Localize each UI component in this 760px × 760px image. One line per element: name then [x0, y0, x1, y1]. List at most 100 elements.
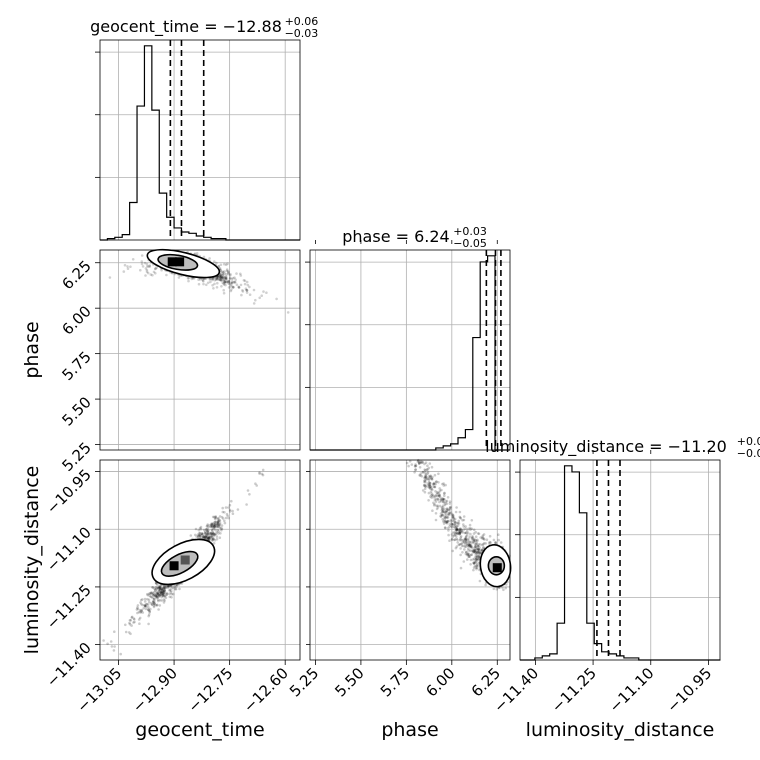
scatter-point-geocent-phase [148, 264, 151, 267]
scatter-point-phase-distance [424, 485, 427, 489]
scatter-point-geocent-distance [130, 624, 133, 627]
scatter-point-geocent-distance [218, 526, 222, 529]
scatter-point-geocent-distance [207, 529, 210, 532]
scatter-point-phase-distance [450, 522, 454, 526]
scatter-point-geocent-phase [230, 277, 233, 281]
scatter-point-geocent-distance [158, 584, 161, 588]
scatter-point-geocent-distance [128, 622, 132, 626]
scatter-point-phase-distance [427, 499, 430, 502]
scatter-point-geocent-phase [202, 255, 206, 259]
scatter-point-phase-distance [480, 549, 483, 553]
scatter-point-phase-distance [475, 554, 479, 558]
density-block-0-0 [167, 257, 177, 267]
scatter-point-geocent-distance [195, 535, 198, 538]
scatter-point-phase-distance [479, 551, 482, 555]
title-minus-phase: −0.05 [453, 237, 487, 250]
scatter-point-geocent-phase [197, 282, 201, 286]
scatter-point-phase-distance [424, 461, 428, 465]
scatter-point-phase-distance [478, 552, 482, 555]
scatter-point-phase-distance [451, 515, 455, 519]
scatter-point-phase-distance [459, 542, 463, 546]
scatter-point-geocent-phase [241, 289, 244, 292]
scatter-point-geocent-distance [199, 525, 203, 529]
scatter-point-geocent-distance [153, 593, 156, 596]
scatter-point-geocent-distance [215, 530, 219, 534]
scatter-point-geocent-distance [203, 530, 207, 533]
scatter-point-geocent-distance [161, 593, 164, 597]
scatter-point-geocent-phase [202, 279, 205, 283]
scatter-point-phase-distance [474, 558, 477, 561]
scatter-point-phase-distance [474, 560, 477, 563]
scatter-point-phase-distance [468, 526, 472, 530]
scatter-point-phase-distance [418, 473, 421, 477]
scatter-point-phase-distance [447, 508, 451, 512]
scatter-point-phase-distance [478, 546, 481, 549]
scatter-point-phase-distance [474, 552, 478, 556]
scatter-point-phase-distance [421, 460, 425, 464]
xtick-label-luminosity_distance-1: −11.25 [548, 664, 600, 716]
scatter-point-phase-distance [470, 527, 474, 531]
scatter-point-geocent-distance [164, 596, 168, 600]
scatter-point-phase-distance [424, 478, 428, 481]
scatter-point-geocent-distance [162, 601, 166, 604]
scatter-point-geocent-distance [199, 527, 203, 531]
scatter-point-phase-distance [453, 517, 457, 521]
scatter-point-phase-distance [441, 506, 444, 509]
scatter-point-phase-distance [474, 558, 478, 561]
scatter-point-geocent-distance [198, 533, 202, 537]
scatter-point-phase-distance [464, 535, 468, 538]
scatter-point-phase-distance [465, 551, 468, 554]
scatter-point-phase-distance [424, 476, 427, 480]
scatter-point-phase-distance [459, 566, 463, 570]
scatter-point-phase-distance [426, 477, 430, 480]
scatter-point-geocent-distance [141, 603, 144, 607]
scatter-point-phase-distance [443, 518, 447, 521]
scatter-point-geocent-distance [214, 520, 218, 524]
scatter-point-phase-distance [488, 540, 492, 544]
scatter-point-geocent-distance [198, 532, 202, 535]
scatter-point-phase-distance [463, 545, 467, 549]
scatter-point-phase-distance [455, 545, 459, 548]
scatter-point-phase-distance [430, 496, 434, 499]
scatter-point-geocent-distance [138, 608, 142, 612]
scatter-point-phase-distance [426, 472, 429, 475]
scatter-point-phase-distance [442, 484, 446, 487]
diag-frame-phase [309, 249, 511, 451]
scatter-point-phase-distance [445, 520, 449, 523]
scatter-point-phase-distance [483, 538, 486, 541]
scatter-point-phase-distance [461, 531, 465, 534]
scatter-point-phase-distance [475, 547, 479, 550]
scatter-point-phase-distance [436, 498, 440, 501]
scatter-point-geocent-distance [155, 592, 159, 595]
scatter-point-geocent-distance [109, 640, 113, 643]
scatter-point-geocent-distance [156, 586, 160, 590]
scatter-point-geocent-distance [196, 535, 200, 539]
xtick-label-geocent_time-3: −12.60 [240, 664, 292, 716]
scatter-point-geocent-distance [212, 523, 216, 527]
scatter-point-geocent-distance [227, 516, 230, 520]
scatter-point-phase-distance [432, 481, 436, 485]
scatter-point-phase-distance [465, 540, 468, 544]
scatter-point-phase-distance [477, 554, 480, 558]
scatter-point-geocent-phase [219, 275, 223, 279]
scatter-point-geocent-distance [163, 589, 166, 593]
scatter-point-phase-distance [467, 527, 470, 531]
scatter-point-geocent-phase [190, 277, 194, 281]
scatter-point-phase-distance [425, 477, 429, 481]
scatter-point-phase-distance [443, 515, 446, 518]
scatter-point-phase-distance [424, 474, 427, 477]
scatter-point-geocent-distance [163, 587, 166, 591]
scatter-point-phase-distance [441, 498, 445, 501]
scatter-point-geocent-distance [205, 535, 209, 539]
scatter-point-geocent-distance [216, 521, 220, 524]
scatter-point-geocent-distance [153, 588, 157, 591]
scatter-point-geocent-distance [213, 524, 216, 528]
scatter-point-geocent-phase [195, 252, 199, 255]
scatter-point-geocent-phase [227, 279, 230, 283]
scatter-point-phase-distance [476, 551, 480, 554]
scatter-point-geocent-phase [231, 280, 234, 283]
scatter-point-geocent-phase [215, 277, 219, 280]
scatter-point-geocent-phase [223, 272, 226, 275]
scatter-point-phase-distance [452, 516, 456, 520]
scatter-point-geocent-phase [233, 280, 237, 284]
